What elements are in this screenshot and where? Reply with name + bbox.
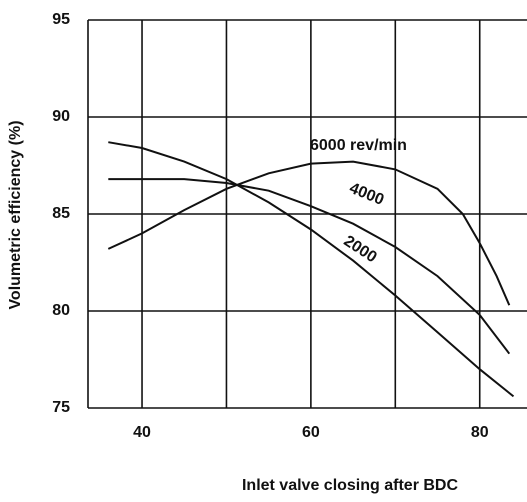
y-tick-label: 75 [52,399,70,416]
x-tick-label: 80 [471,424,489,441]
chart: Inlet valve closing after BDC Volumetric… [0,0,527,497]
y-tick-label: 95 [52,11,70,28]
y-tick-label: 90 [52,108,70,125]
series-label: 2000 [341,233,380,267]
y-axis-label: Volumetric efficiency (%) [7,120,24,309]
y-tick-label: 80 [52,302,70,319]
line-series [108,162,509,306]
x-axis-label: Inlet valve closing after BDC [242,477,459,494]
line-series [108,179,509,354]
series-label: 6000 rev/min [310,137,407,154]
y-tick-label: 85 [52,205,70,222]
series-label: 4000 [347,180,386,209]
x-tick-label: 60 [302,424,320,441]
x-tick-label: 40 [133,424,151,441]
